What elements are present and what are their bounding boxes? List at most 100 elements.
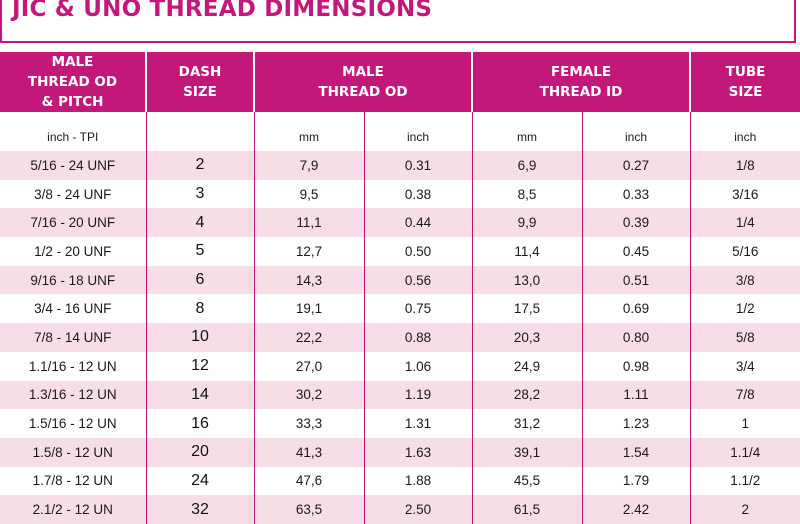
tube-cell: 3/4 xyxy=(689,351,800,381)
male-od-mm-cell: 12,7 xyxy=(253,237,365,266)
tube-cell: 1/2 xyxy=(689,294,800,324)
header-dash-size: DASH SIZE xyxy=(145,52,255,112)
table-row: 1.5/8 - 12 UN 20 41,3 1.63 39,1 1.54 1.1/4 xyxy=(0,437,800,467)
female-id-mm-cell: 11,4 xyxy=(471,237,583,266)
dash-cell: 10 xyxy=(145,323,255,352)
thread-cell: 7/8 - 14 UNF xyxy=(0,323,147,352)
dash-cell: 16 xyxy=(145,409,255,438)
table-row: 1.1/16 - 12 UN 12 27,0 1.06 24,9 0.98 3/4 xyxy=(0,351,800,381)
male-od-mm-cell: 27,0 xyxy=(253,351,365,381)
female-id-mm-cell: 9,9 xyxy=(471,208,583,238)
male-od-mm-cell: 7,9 xyxy=(253,151,365,180)
header-female-thread-id: FEMALE THREAD ID xyxy=(471,52,691,112)
header-tube-size: TUBE SIZE xyxy=(689,52,800,112)
male-od-inch-cell: 1.06 xyxy=(363,351,473,381)
tube-cell: 1 xyxy=(689,409,800,438)
dash-cell: 24 xyxy=(145,466,255,496)
tube-cell: 7/8 xyxy=(689,380,800,410)
male-od-inch-cell: 0.38 xyxy=(363,179,473,209)
tube-cell: 1/8 xyxy=(689,151,800,180)
tube-cell: 1.1/2 xyxy=(689,466,800,496)
female-id-mm-cell: 39,1 xyxy=(471,437,583,467)
thread-cell: 1.7/8 - 12 UN xyxy=(0,466,147,496)
female-id-inch-cell: 0.39 xyxy=(581,208,691,238)
table-row: 1.5/16 - 12 UN 16 33,3 1.31 31,2 1.23 1 xyxy=(0,409,800,438)
unit-cell xyxy=(145,122,255,151)
unit-cell: inch xyxy=(363,122,473,151)
female-id-mm-cell: 17,5 xyxy=(471,294,583,324)
dash-cell: 4 xyxy=(145,208,255,238)
thread-cell: 3/8 - 24 UNF xyxy=(0,179,147,209)
female-id-inch-cell: 0.69 xyxy=(581,294,691,324)
table-row: 9/16 - 18 UNF 6 14,3 0.56 13,0 0.51 3/8 xyxy=(0,265,800,295)
table-row: 1.3/16 - 12 UN 14 30,2 1.19 28,2 1.11 7/8 xyxy=(0,380,800,410)
dash-cell: 5 xyxy=(145,237,255,266)
thread-cell: 1.5/8 - 12 UN xyxy=(0,437,147,467)
tube-cell: 3/8 xyxy=(689,265,800,295)
tube-cell: 3/16 xyxy=(689,179,800,209)
table-row: 7/16 - 20 UNF 4 11,1 0.44 9,9 0.39 1/4 xyxy=(0,208,800,238)
table-row: 5/16 - 24 UNF 2 7,9 0.31 6,9 0.27 1/8 xyxy=(0,151,800,180)
male-od-inch-cell: 0.75 xyxy=(363,294,473,324)
unit-cell: mm xyxy=(253,122,365,151)
female-id-inch-cell: 0.33 xyxy=(581,179,691,209)
female-id-mm-cell: 8,5 xyxy=(471,179,583,209)
tube-cell: 1/4 xyxy=(689,208,800,238)
thread-cell: 9/16 - 18 UNF xyxy=(0,265,147,295)
thread-cell: 1.3/16 - 12 UN xyxy=(0,380,147,410)
female-id-inch-cell: 0.27 xyxy=(581,151,691,180)
unit-cell: inch - TPI xyxy=(0,122,147,151)
male-od-inch-cell: 1.63 xyxy=(363,437,473,467)
female-id-inch-cell: 0.45 xyxy=(581,237,691,266)
dash-cell: 6 xyxy=(145,265,255,295)
female-id-mm-cell: 28,2 xyxy=(471,380,583,410)
male-od-inch-cell: 0.50 xyxy=(363,237,473,266)
male-od-mm-cell: 41,3 xyxy=(253,437,365,467)
thread-dimensions-table: MALE THREAD OD & PITCH DASH SIZE MALE TH… xyxy=(0,52,800,524)
female-id-mm-cell: 31,2 xyxy=(471,409,583,438)
dash-cell: 8 xyxy=(145,294,255,324)
thread-cell: 3/4 - 16 UNF xyxy=(0,294,147,324)
thread-cell: 1/2 - 20 UNF xyxy=(0,237,147,266)
male-od-mm-cell: 14,3 xyxy=(253,265,365,295)
female-id-inch-cell: 0.98 xyxy=(581,351,691,381)
male-od-inch-cell: 0.88 xyxy=(363,323,473,352)
female-id-inch-cell: 1.54 xyxy=(581,437,691,467)
table-row: 1.7/8 - 12 UN 24 47,6 1.88 45,5 1.79 1.1/2 xyxy=(0,466,800,496)
table-row: 3/8 - 24 UNF 3 9,5 0.38 8,5 0.33 3/16 xyxy=(0,179,800,209)
male-od-mm-cell: 47,6 xyxy=(253,466,365,496)
units-row: inch - TPI mm inch mm inch inch xyxy=(0,122,800,151)
thread-cell: 7/16 - 20 UNF xyxy=(0,208,147,238)
unit-cell: mm xyxy=(471,122,583,151)
table-row: 7/8 - 14 UNF 10 22,2 0.88 20,3 0.80 5/8 xyxy=(0,323,800,352)
male-od-inch-cell: 1.88 xyxy=(363,466,473,496)
thread-cell: 5/16 - 24 UNF xyxy=(0,151,147,180)
header-male-thread-od: MALE THREAD OD xyxy=(253,52,473,112)
female-id-inch-cell: 0.80 xyxy=(581,323,691,352)
header-male-od-pitch: MALE THREAD OD & PITCH xyxy=(0,52,147,112)
thread-cell: 1.5/16 - 12 UN xyxy=(0,409,147,438)
male-od-mm-cell: 33,3 xyxy=(253,409,365,438)
male-od-mm-cell: 9,5 xyxy=(253,179,365,209)
female-id-mm-cell: 24,9 xyxy=(471,351,583,381)
female-id-inch-cell: 1.79 xyxy=(581,466,691,496)
dash-cell: 3 xyxy=(145,179,255,209)
female-id-inch-cell: 1.11 xyxy=(581,380,691,410)
page-title: JIC & UNO THREAD DIMENSIONS xyxy=(12,0,433,22)
dash-cell: 2 xyxy=(145,151,255,180)
table-row: 3/4 - 16 UNF 8 19,1 0.75 17,5 0.69 1/2 xyxy=(0,294,800,324)
female-id-inch-cell: 0.51 xyxy=(581,265,691,295)
male-od-inch-cell: 0.44 xyxy=(363,208,473,238)
thread-cell: 1.1/16 - 12 UN xyxy=(0,351,147,381)
male-od-mm-cell: 22,2 xyxy=(253,323,365,352)
spacer-row xyxy=(0,112,800,122)
male-od-inch-cell: 0.56 xyxy=(363,265,473,295)
table-row: 1/2 - 20 UNF 5 12,7 0.50 11,4 0.45 5/16 xyxy=(0,237,800,266)
unit-cell: inch xyxy=(581,122,691,151)
female-id-mm-cell: 20,3 xyxy=(471,323,583,352)
dash-cell: 12 xyxy=(145,351,255,381)
title-box: JIC & UNO THREAD DIMENSIONS xyxy=(0,0,796,43)
dash-cell: 20 xyxy=(145,437,255,467)
unit-cell: inch xyxy=(689,122,800,151)
female-id-mm-cell: 6,9 xyxy=(471,151,583,180)
